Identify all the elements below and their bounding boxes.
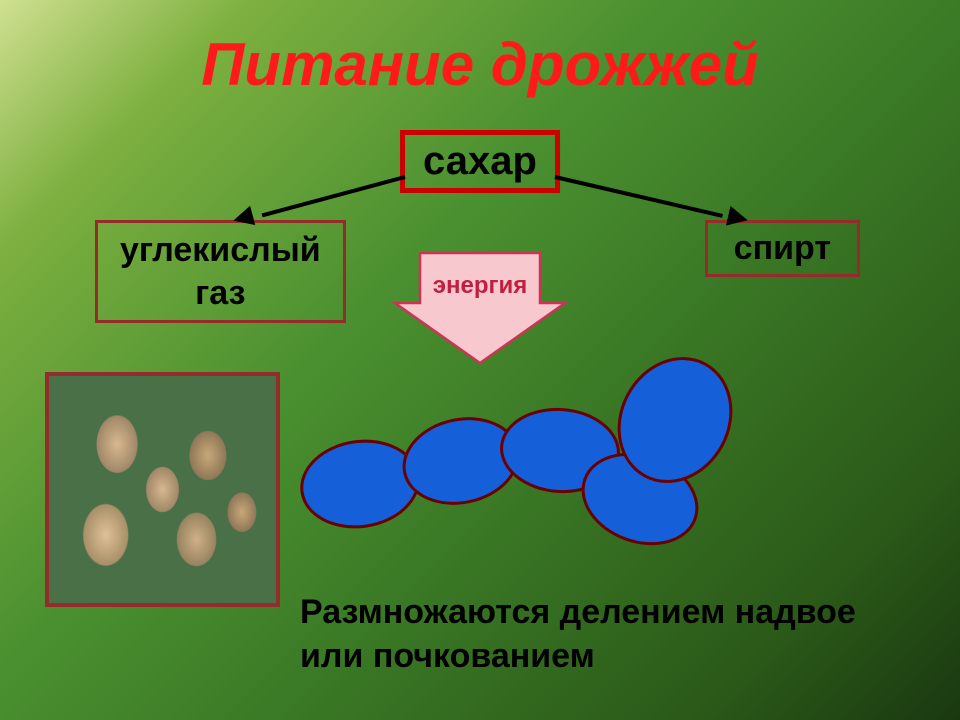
reproduction-text: Размножаются делением надвое или почкова… [300, 590, 856, 678]
yeast-microscope-photo [45, 372, 280, 607]
co2-box: углекислыйгаз [95, 220, 346, 323]
reproduction-line2: или почкованием [300, 634, 856, 678]
sugar-box: сахар [400, 130, 560, 193]
arrow-to-co2 [262, 175, 406, 217]
yeast-cell [294, 432, 425, 536]
energy-down-arrow [390, 248, 570, 368]
slide-title: Питание дрожжей [0, 30, 960, 99]
alcohol-box: спирт [705, 220, 860, 277]
reproduction-line1: Размножаются делением надвое [300, 590, 856, 634]
arrow-to-alcohol [555, 175, 723, 218]
energy-label: энергия [433, 272, 528, 300]
